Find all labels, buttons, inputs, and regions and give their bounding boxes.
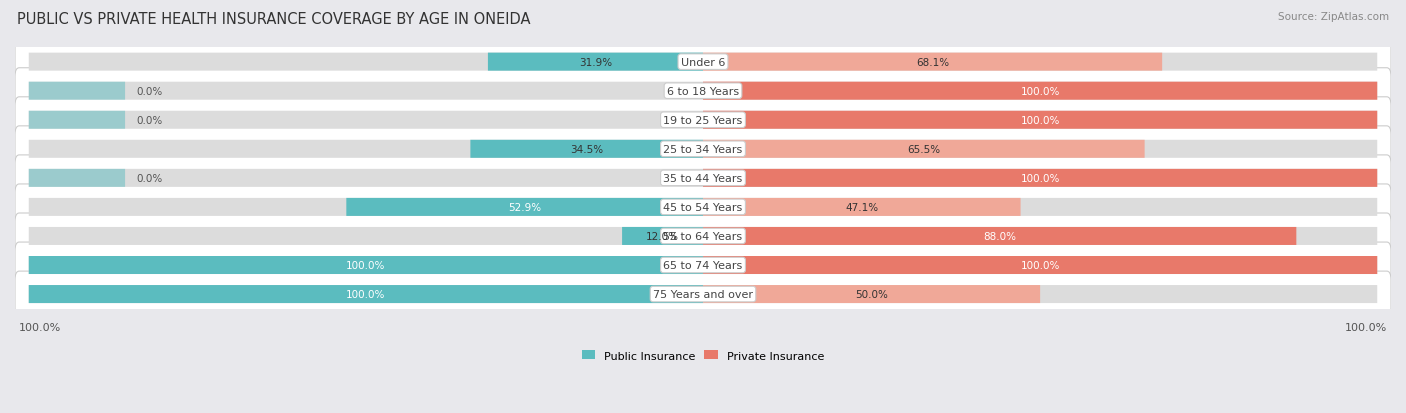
Text: 100.0%: 100.0%: [346, 290, 385, 299]
FancyBboxPatch shape: [28, 112, 703, 129]
Text: 100.0%: 100.0%: [1021, 86, 1060, 97]
Text: 50.0%: 50.0%: [855, 290, 889, 299]
Text: 34.5%: 34.5%: [569, 145, 603, 154]
FancyBboxPatch shape: [703, 112, 1378, 129]
Text: 100.0%: 100.0%: [1344, 323, 1386, 332]
FancyBboxPatch shape: [621, 228, 703, 245]
Text: 35 to 44 Years: 35 to 44 Years: [664, 173, 742, 183]
FancyBboxPatch shape: [703, 83, 1378, 100]
Text: Under 6: Under 6: [681, 57, 725, 67]
FancyBboxPatch shape: [703, 140, 1144, 159]
FancyBboxPatch shape: [703, 256, 1378, 274]
FancyBboxPatch shape: [703, 228, 1296, 245]
Legend: Public Insurance, Private Insurance: Public Insurance, Private Insurance: [582, 350, 824, 361]
Text: 25 to 34 Years: 25 to 34 Years: [664, 145, 742, 154]
FancyBboxPatch shape: [703, 169, 1378, 188]
FancyBboxPatch shape: [703, 112, 1378, 129]
Text: 68.1%: 68.1%: [917, 57, 949, 67]
FancyBboxPatch shape: [28, 83, 125, 100]
FancyBboxPatch shape: [28, 256, 703, 274]
FancyBboxPatch shape: [28, 169, 125, 188]
Text: 45 to 54 Years: 45 to 54 Years: [664, 202, 742, 212]
Text: 88.0%: 88.0%: [983, 231, 1017, 241]
FancyBboxPatch shape: [703, 285, 1040, 303]
Text: 0.0%: 0.0%: [136, 116, 162, 126]
FancyBboxPatch shape: [28, 112, 125, 129]
FancyBboxPatch shape: [15, 271, 1391, 317]
FancyBboxPatch shape: [703, 54, 1163, 71]
Text: 0.0%: 0.0%: [136, 86, 162, 97]
Text: 100.0%: 100.0%: [1021, 260, 1060, 271]
FancyBboxPatch shape: [471, 140, 703, 159]
Text: 52.9%: 52.9%: [508, 202, 541, 212]
FancyBboxPatch shape: [15, 185, 1391, 230]
FancyBboxPatch shape: [703, 83, 1378, 100]
FancyBboxPatch shape: [15, 126, 1391, 172]
Text: 65 to 74 Years: 65 to 74 Years: [664, 260, 742, 271]
FancyBboxPatch shape: [703, 140, 1378, 159]
FancyBboxPatch shape: [28, 256, 703, 274]
FancyBboxPatch shape: [703, 169, 1378, 188]
FancyBboxPatch shape: [15, 242, 1391, 288]
FancyBboxPatch shape: [28, 169, 703, 188]
Text: 6 to 18 Years: 6 to 18 Years: [666, 86, 740, 97]
FancyBboxPatch shape: [15, 69, 1391, 114]
FancyBboxPatch shape: [346, 198, 703, 216]
FancyBboxPatch shape: [15, 214, 1391, 259]
FancyBboxPatch shape: [28, 140, 703, 159]
FancyBboxPatch shape: [703, 256, 1378, 274]
FancyBboxPatch shape: [703, 54, 1378, 71]
FancyBboxPatch shape: [703, 285, 1378, 303]
Text: 100.0%: 100.0%: [1021, 173, 1060, 183]
Text: 75 Years and over: 75 Years and over: [652, 290, 754, 299]
Text: 19 to 25 Years: 19 to 25 Years: [664, 116, 742, 126]
Text: 47.1%: 47.1%: [845, 202, 879, 212]
FancyBboxPatch shape: [28, 285, 703, 303]
FancyBboxPatch shape: [28, 83, 703, 100]
Text: 100.0%: 100.0%: [20, 323, 62, 332]
FancyBboxPatch shape: [15, 97, 1391, 143]
FancyBboxPatch shape: [28, 54, 703, 71]
Text: Source: ZipAtlas.com: Source: ZipAtlas.com: [1278, 12, 1389, 22]
Text: 31.9%: 31.9%: [579, 57, 612, 67]
FancyBboxPatch shape: [488, 54, 703, 71]
Text: 100.0%: 100.0%: [1021, 116, 1060, 126]
Text: 100.0%: 100.0%: [346, 260, 385, 271]
Text: 55 to 64 Years: 55 to 64 Years: [664, 231, 742, 241]
FancyBboxPatch shape: [15, 156, 1391, 201]
Text: 0.0%: 0.0%: [136, 173, 162, 183]
FancyBboxPatch shape: [28, 198, 703, 216]
Text: 12.0%: 12.0%: [645, 231, 679, 241]
FancyBboxPatch shape: [703, 198, 1021, 216]
Text: 65.5%: 65.5%: [907, 145, 941, 154]
FancyBboxPatch shape: [15, 40, 1391, 85]
FancyBboxPatch shape: [703, 198, 1378, 216]
Text: PUBLIC VS PRIVATE HEALTH INSURANCE COVERAGE BY AGE IN ONEIDA: PUBLIC VS PRIVATE HEALTH INSURANCE COVER…: [17, 12, 530, 27]
FancyBboxPatch shape: [28, 285, 703, 303]
FancyBboxPatch shape: [28, 228, 703, 245]
FancyBboxPatch shape: [703, 228, 1378, 245]
